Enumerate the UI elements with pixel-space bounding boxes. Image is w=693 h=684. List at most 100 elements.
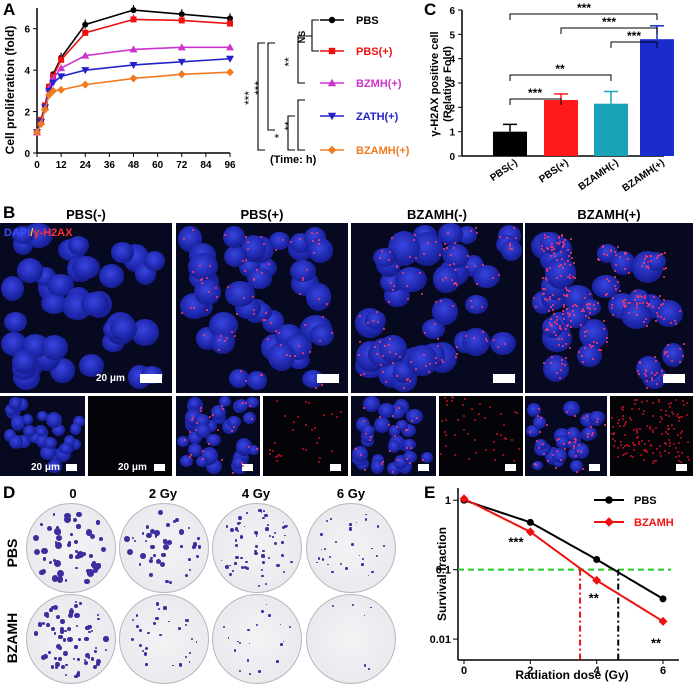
data-point [33, 128, 41, 137]
foci-dot [548, 309, 551, 312]
cell-nucleus [63, 435, 76, 448]
foci-dot [682, 355, 685, 358]
foci-dot [655, 312, 658, 315]
foci-dot [223, 233, 226, 236]
foci-dot [183, 237, 186, 240]
foci-dot [245, 402, 248, 405]
cell-nucleus [228, 369, 250, 388]
cell-nucleus [4, 429, 16, 443]
foci-dot [561, 363, 564, 366]
foci-dot [669, 441, 672, 444]
foci-dot [571, 305, 574, 308]
bracket-5 [257, 42, 265, 151]
foci-dot [632, 444, 635, 447]
foci-dot [543, 237, 546, 240]
colony [364, 615, 366, 617]
foci-dot [538, 431, 541, 434]
foci-dot [563, 442, 566, 445]
colony [145, 525, 150, 529]
foci-dot [500, 433, 503, 436]
tick-label-y: 1 [445, 495, 451, 507]
foci-dot [651, 378, 654, 381]
foci-dot [651, 372, 654, 375]
colony [178, 529, 185, 535]
foci-dot [514, 410, 517, 413]
colony-dish-bzamh-2gy [119, 594, 209, 684]
cell-nucleus [379, 335, 407, 363]
sig-1: ** [282, 57, 296, 67]
colony [192, 541, 198, 547]
colony [64, 629, 67, 632]
foci-dot [587, 432, 590, 435]
colony [290, 561, 293, 564]
colony [51, 627, 56, 632]
colony [196, 554, 200, 559]
sig-e: ** [555, 62, 565, 76]
scale-bar-label: 20 μm [31, 462, 60, 473]
cell-nucleus [245, 396, 260, 408]
tick-label-y: 0.01 [430, 634, 451, 646]
colony [64, 673, 67, 676]
colony [60, 664, 66, 670]
foci-dot [570, 326, 573, 329]
colony [84, 578, 91, 585]
foci-dot [633, 299, 636, 302]
colony [100, 547, 106, 553]
foci-dot [612, 431, 615, 434]
foci-dot [396, 458, 399, 461]
foci-dot [406, 446, 409, 449]
foci-dot [534, 464, 537, 467]
cell-nucleus [610, 251, 636, 275]
foci-dot [389, 338, 392, 341]
foci-dot [612, 314, 615, 317]
colony [172, 519, 176, 523]
colony [162, 544, 169, 551]
colony [254, 532, 258, 536]
foci-dot [251, 295, 254, 298]
foci-dot [619, 441, 622, 444]
colony [281, 540, 285, 544]
foci-dot [633, 402, 636, 405]
foci-dot [619, 425, 622, 428]
foci-dot [484, 337, 487, 340]
colony [56, 643, 61, 649]
data-point [58, 56, 65, 63]
foci-dot [275, 248, 278, 251]
cell-nucleus [41, 334, 69, 360]
foci-dot [550, 317, 553, 320]
cell-nucleus [527, 403, 542, 418]
colony [236, 529, 240, 533]
foci-dot [568, 334, 571, 337]
scale-bar [242, 464, 253, 471]
foci-dot [663, 449, 666, 452]
colony-dish-pbs-0gy [26, 503, 116, 593]
colony-dish-bzamh-6gy [306, 594, 396, 684]
colony [288, 626, 292, 629]
foci-dot [429, 363, 432, 366]
colony [89, 554, 94, 559]
colony [169, 581, 173, 585]
foci-dot [548, 266, 551, 269]
foci-dot [454, 269, 457, 272]
foci-dot [317, 437, 320, 439]
legend-marker [327, 78, 337, 87]
stain-label-dapi: DAPI [4, 227, 31, 239]
foci-dot [305, 449, 308, 452]
foci-dot [560, 250, 563, 253]
foci-dot [224, 339, 227, 342]
foci-dot [380, 249, 383, 252]
foci-dot [311, 240, 314, 242]
foci-dot [540, 248, 543, 251]
colony [177, 626, 181, 630]
chart-c-h2ax: γ-H2AX positive cell (Relative Fold) 0 1 2 3… [429, 1, 674, 194]
cell-nucleus [43, 436, 58, 449]
foci-dot [616, 245, 619, 248]
cell-nucleus [645, 252, 666, 272]
colony [92, 664, 97, 669]
colony [138, 628, 142, 632]
colony [165, 522, 170, 527]
foci-dot [573, 446, 576, 449]
bracket-c [610, 41, 658, 48]
foci-dot [644, 442, 647, 445]
cell-nucleus [444, 244, 469, 268]
